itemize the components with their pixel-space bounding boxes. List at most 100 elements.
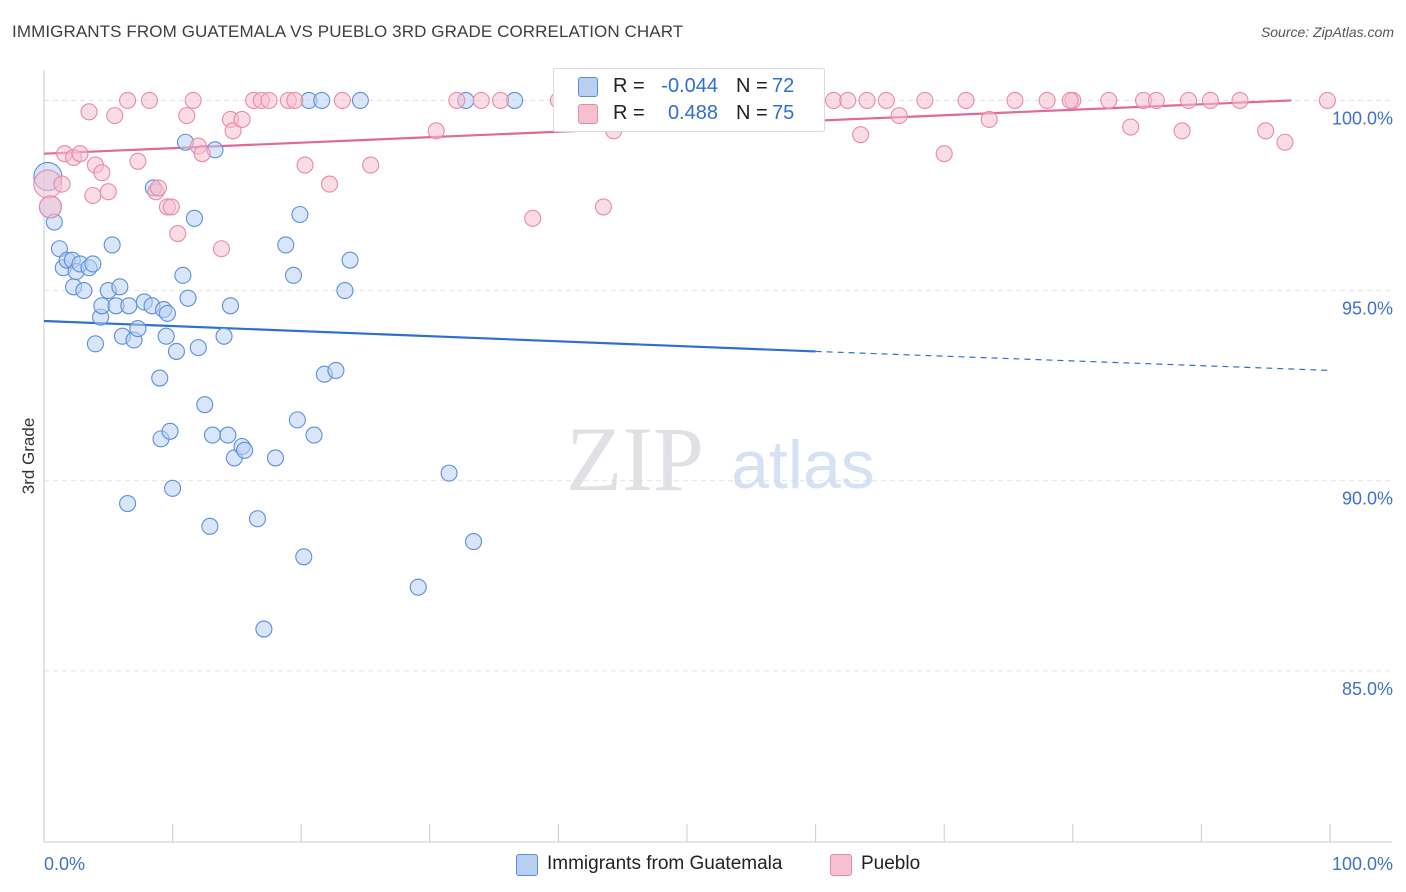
legend-label: Immigrants from Guatemala	[547, 853, 783, 874]
point-guatemala	[179, 289, 197, 307]
data-points	[33, 91, 1336, 638]
point-pueblo	[491, 91, 510, 109]
point-guatemala	[164, 479, 182, 497]
point-pueblo	[1318, 91, 1336, 109]
point-pueblo	[1201, 91, 1219, 109]
x-tick-label: 100.0%	[1332, 854, 1393, 874]
gridlines	[44, 99, 1392, 672]
point-pueblo	[957, 91, 975, 109]
point-guatemala	[151, 369, 169, 387]
n-value: 72	[772, 75, 795, 97]
point-guatemala	[440, 464, 458, 482]
point-pueblo	[93, 164, 111, 182]
y-tick-label: 100.0%	[1332, 108, 1393, 128]
point-pueblo	[320, 175, 339, 193]
point-guatemala	[255, 620, 273, 638]
point-pueblo	[1100, 91, 1118, 109]
point-guatemala	[86, 335, 104, 353]
point-guatemala	[351, 91, 369, 109]
point-guatemala	[158, 304, 177, 322]
point-pueblo	[594, 198, 612, 216]
point-guatemala	[111, 278, 129, 296]
y-tick-label: 95.0%	[1342, 299, 1393, 319]
point-pueblo	[233, 110, 251, 128]
point-pueblo	[224, 122, 242, 140]
point-pueblo	[184, 91, 202, 109]
source-credit: Source: ZipAtlas.com	[1260, 24, 1394, 40]
point-guatemala	[215, 327, 233, 345]
point-guatemala	[284, 266, 303, 284]
point-guatemala	[219, 426, 237, 444]
point-pueblo	[1147, 91, 1165, 109]
point-guatemala	[161, 422, 179, 440]
point-pueblo	[129, 152, 147, 170]
point-pueblo	[162, 198, 180, 216]
point-guatemala	[305, 426, 323, 444]
point-guatemala	[291, 205, 309, 224]
point-guatemala	[167, 342, 186, 360]
point-pueblo	[149, 179, 168, 197]
point-pueblo	[448, 91, 466, 109]
point-guatemala	[464, 533, 483, 551]
y-tick-label: 85.0%	[1342, 679, 1393, 699]
point-guatemala	[327, 361, 345, 379]
point-pueblo	[119, 91, 137, 109]
point-pueblo	[472, 91, 490, 109]
trend-lines	[43, 99, 1331, 372]
point-guatemala	[84, 255, 102, 273]
point-guatemala	[336, 282, 354, 300]
point-pueblo	[193, 145, 211, 163]
point-pueblo	[99, 183, 117, 201]
point-pueblo	[890, 107, 908, 125]
point-pueblo	[935, 145, 953, 163]
r-label: R =	[613, 102, 645, 124]
point-guatemala	[75, 282, 93, 300]
n-value: 75	[772, 102, 795, 124]
point-pueblo	[1122, 118, 1140, 136]
point-pueblo	[427, 122, 445, 140]
point-guatemala	[120, 297, 138, 315]
r-value: -0.044	[661, 75, 718, 97]
point-pueblo	[980, 110, 998, 128]
point-pueblo	[260, 91, 278, 109]
point-pueblo	[333, 91, 351, 109]
point-guatemala	[295, 548, 313, 566]
point-pueblo	[1179, 91, 1198, 109]
point-guatemala	[248, 510, 267, 528]
point-pueblo	[286, 91, 304, 109]
point-pueblo	[1276, 133, 1294, 151]
watermark-atlas: atlas	[731, 427, 875, 503]
r-label: R =	[613, 75, 645, 97]
correlation-legend: R = -0.044 N = 72 R = 0.488 N = 75	[553, 68, 825, 132]
trend-line-solid	[43, 319, 816, 353]
point-pueblo	[212, 240, 231, 258]
point-guatemala	[157, 327, 175, 345]
point-pueblo	[852, 126, 870, 144]
point-guatemala	[196, 396, 214, 414]
point-pueblo	[169, 224, 187, 243]
point-guatemala	[236, 441, 254, 459]
n-label: N =	[736, 75, 768, 97]
point-guatemala	[288, 411, 306, 429]
y-tick-label: 90.0%	[1342, 489, 1393, 509]
point-guatemala	[221, 297, 240, 315]
legend-swatch-blue	[578, 77, 598, 97]
point-guatemala	[266, 449, 285, 467]
point-pueblo	[524, 209, 542, 227]
point-pueblo	[1231, 91, 1249, 109]
legend-label: Pueblo	[861, 853, 921, 874]
point-guatemala	[185, 209, 204, 227]
point-pueblo	[1038, 91, 1056, 109]
y-axis-title: 3rd Grade	[19, 418, 38, 495]
point-pueblo	[839, 91, 857, 109]
point-pueblo	[916, 91, 934, 109]
r-value: 0.488	[667, 102, 718, 124]
point-guatemala	[129, 320, 147, 338]
point-pueblo	[84, 186, 102, 205]
point-guatemala	[174, 266, 192, 284]
point-guatemala	[203, 426, 222, 444]
point-pueblo	[1006, 91, 1024, 109]
point-pueblo	[858, 91, 876, 109]
trend-line-dashed	[815, 350, 1331, 372]
